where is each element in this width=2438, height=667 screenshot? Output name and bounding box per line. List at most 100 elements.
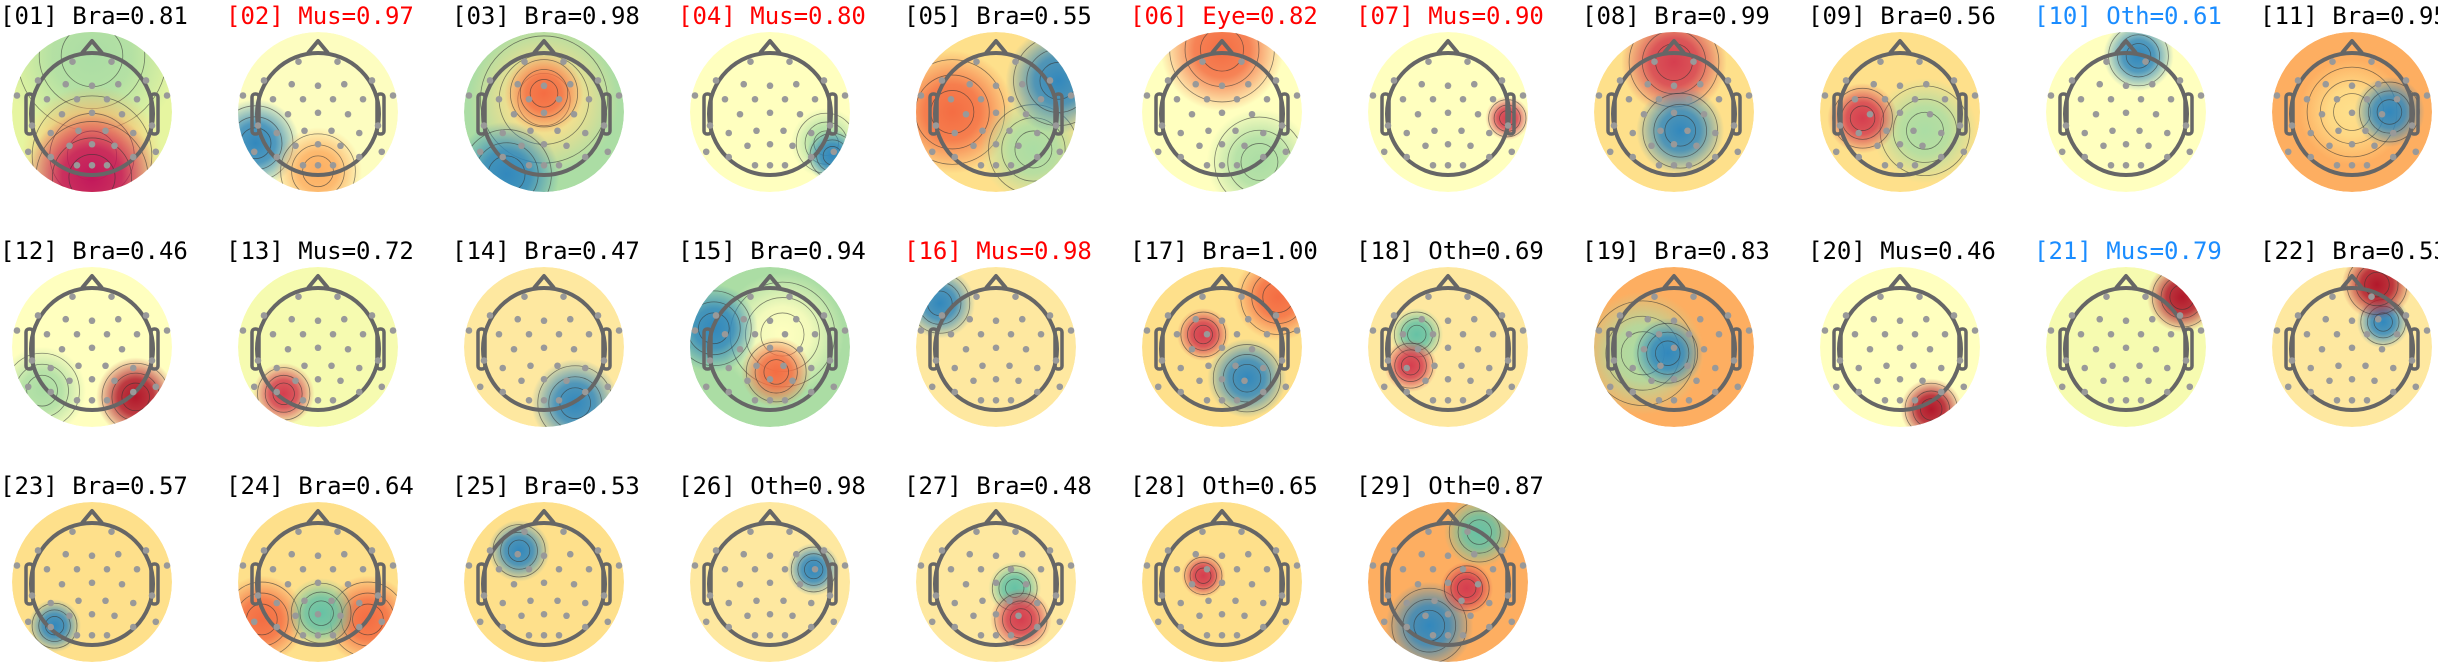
electrode-dot [1205,597,1212,605]
electrode-dot [2096,315,2104,323]
nose-outline [80,274,104,290]
electrode-dot [1444,161,1452,169]
electrode-dot [1173,565,1181,573]
electrode-dot [2389,364,2397,372]
electrode-dot [1203,330,1211,338]
electrode-dot [951,599,959,607]
electrode-dot [966,80,974,88]
electrode-dot [1022,345,1030,353]
electrode-dot [2081,153,2089,161]
electrode-dot [581,153,589,161]
nose-outline [2340,274,2364,290]
electrode-dot [1143,327,1151,334]
electrode-dot [299,161,307,169]
electrode-dot [1842,312,1850,319]
electrode-dot [288,315,296,323]
electrode-dot [111,142,118,150]
electrode-dot [1911,95,1919,103]
electrode-dot [1263,95,1271,103]
electrode-dot [780,597,787,605]
electrode-dot [2423,92,2431,99]
head-outline [2063,286,2189,412]
contour-line [1400,356,1421,376]
electrode-dot [142,77,150,84]
electrode-dot [747,58,754,66]
electrode-dot [103,631,111,639]
activation-blob [1207,338,1287,418]
electrode-dot [62,550,70,558]
electrode-dot [239,327,247,334]
electrode-dot [2137,396,2145,404]
electrode-dot [1874,142,1881,150]
electrode-dot [1916,293,1923,301]
electrode-dot [1474,580,1482,588]
electrode-dot [1037,565,1045,573]
electrode-dot [740,550,748,558]
electrode-dot [1007,330,1015,338]
activation-blob [464,121,560,192]
electrode-dot [1504,357,1512,364]
electrode-dot [514,315,522,323]
electrode-dot [1241,142,1248,150]
electrode-dot [486,547,494,554]
electrode-dot [1414,580,1422,588]
electrode-dot [301,597,308,605]
electrode-dot [47,364,55,372]
component-cell: [24] Bra=0.64 [226,470,452,666]
electrode-dot [721,330,729,338]
electrode-dot [1693,142,1700,150]
electrode-dot [1670,140,1678,148]
electrode-dot [554,127,561,135]
electrode-dot [1464,293,1471,301]
electrode-dot [1470,80,1478,88]
topomap [1368,32,1528,192]
electrode-dot [1056,148,1064,156]
nose-outline [306,274,330,290]
electrode-dot [712,547,720,554]
electrode-dot [24,618,32,626]
electrode-dot [540,396,548,404]
electrode-dot [28,122,36,129]
electrode-dot [1173,330,1181,338]
topomap [690,32,850,192]
electrode-dot [47,388,55,396]
electrode-dot [1422,377,1429,385]
electrode-dot [2363,396,2371,404]
electrode-dot [499,623,507,631]
electrode-dot [1700,110,1708,118]
electrode-dot [1248,345,1256,353]
topomap [238,502,398,662]
electrode-dot [2362,362,2369,370]
electrode-dot [1444,317,1452,325]
electrode-dot [796,345,804,353]
electrode-dot [2167,330,2175,338]
electrode-dot [932,122,940,129]
electrode-dot [830,618,838,626]
electrode-dot [514,550,522,558]
electrode-dot [826,592,834,599]
electrode-dot [1926,345,1934,353]
electrode-dot [1606,148,1614,156]
electrode-dot [962,110,970,118]
electrode-dot [480,122,488,129]
electrode-dot [368,547,376,554]
component-cell: [25] Bra=0.53 [452,470,678,666]
electrode-dot [555,330,563,338]
electrode-dot [1855,153,1863,161]
component-cell: [09] Bra=0.56 [1808,0,2034,196]
electrode-dot [1205,362,1212,370]
electrode-dot [744,142,751,150]
electrode-dot [2107,396,2115,404]
electrode-dot [992,140,1000,148]
electrode-dot [34,312,42,319]
contour-line [2116,34,2161,78]
nose-outline [2340,39,2364,55]
electrode-dot [751,95,759,103]
electrode-dot [1693,377,1700,385]
electrode-dot [1670,109,1678,117]
contour-line [1187,318,1220,351]
electrode-dot [2137,95,2145,103]
electrode-dot [1033,623,1041,631]
electrode-dot [1431,362,1438,370]
electrode-dot [1418,80,1426,88]
